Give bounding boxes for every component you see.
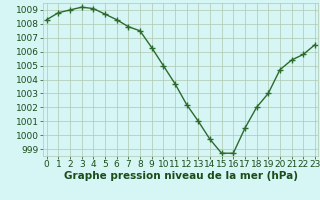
X-axis label: Graphe pression niveau de la mer (hPa): Graphe pression niveau de la mer (hPa) <box>64 171 298 181</box>
